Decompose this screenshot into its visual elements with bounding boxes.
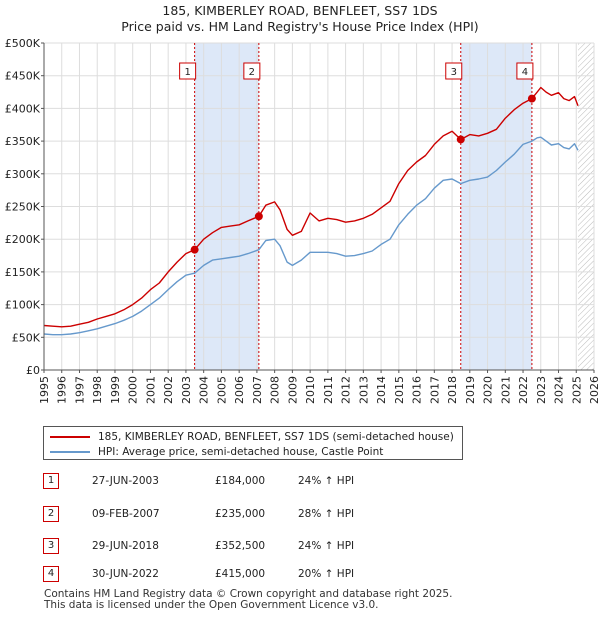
sale-point	[527, 94, 536, 103]
x-tick-label: 2025	[570, 376, 583, 404]
sale-point	[456, 135, 465, 144]
y-tick-label: £0	[26, 364, 40, 377]
legend-swatch-hpi	[50, 451, 90, 453]
footer-line-2: This data is licensed under the Open Gov…	[44, 599, 379, 611]
sale-row: 1 27-JUN-2003 £184,000 24% ↑ HPI	[43, 471, 463, 491]
y-tick-label: £400K	[5, 102, 41, 115]
x-tick-label: 2021	[499, 376, 512, 404]
sale-marker-label: 3	[451, 67, 457, 78]
x-tick-label: 2020	[482, 376, 495, 404]
x-tick-label: 2005	[215, 376, 228, 404]
x-tick-label: 1999	[109, 376, 122, 404]
chart-title-line-1: 185, KIMBERLEY ROAD, BENFLEET, SS7 1DS	[162, 3, 438, 18]
x-tick-label: 2023	[535, 376, 548, 404]
x-tick-label: 2019	[464, 376, 477, 404]
sale-number-badge: 4	[43, 566, 59, 582]
chart-title: 185, KIMBERLEY ROAD, BENFLEET, SS7 1DS P…	[0, 3, 600, 35]
sale-marker-label: 4	[522, 67, 528, 78]
x-tick-label: 2007	[251, 376, 264, 404]
sale-price: £235,000	[215, 508, 266, 520]
x-tick-label: 2002	[162, 376, 175, 404]
x-tick-label: 2004	[198, 376, 211, 404]
legend: 185, KIMBERLEY ROAD, BENFLEET, SS7 1DS (…	[43, 426, 463, 460]
sale-point	[190, 245, 199, 254]
x-tick-label: 2006	[233, 376, 246, 404]
x-tick-label: 1998	[91, 376, 104, 404]
x-tick-label: 2011	[322, 376, 335, 404]
x-tick-label: 2014	[375, 376, 388, 404]
sale-number-badge: 2	[43, 506, 59, 522]
x-tick-label: 2017	[428, 376, 441, 404]
sale-hpi-change: 28% ↑ HPI	[298, 508, 355, 520]
legend-item-hpi: HPI: Average price, semi-detached house,…	[50, 445, 383, 459]
y-tick-label: £50K	[12, 331, 41, 344]
x-tick-label: 2012	[340, 376, 353, 404]
x-tick-label: 1996	[56, 376, 69, 404]
property-price-line	[43, 86, 579, 328]
x-tick-label: 2000	[127, 376, 140, 404]
x-tick-label: 2001	[144, 376, 157, 404]
legend-label-property: 185, KIMBERLEY ROAD, BENFLEET, SS7 1DS (…	[98, 431, 454, 443]
y-tick-label: £350K	[5, 135, 41, 148]
sale-marker-box	[179, 62, 197, 80]
sale-row: 2 09-FEB-2007 £235,000 28% ↑ HPI	[43, 504, 463, 524]
sale-date: 30-JUN-2022	[92, 568, 159, 580]
x-tick-label: 2018	[446, 376, 459, 404]
sale-marker-box	[516, 62, 534, 80]
x-tick-label: 2013	[357, 376, 370, 404]
x-tick-label: 2024	[553, 376, 566, 404]
x-tick-label: 2022	[517, 376, 530, 404]
footer-line-1: Contains HM Land Registry data © Crown c…	[44, 588, 453, 600]
sale-date: 29-JUN-2018	[92, 540, 159, 552]
chart-title-line-2: Price paid vs. HM Land Registry's House …	[121, 19, 479, 34]
sale-row: 3 29-JUN-2018 £352,500 24% ↑ HPI	[43, 536, 463, 556]
x-tick-label: 1997	[73, 376, 86, 404]
sale-price: £184,000	[215, 475, 266, 487]
sale-marker-label: 1	[184, 67, 190, 78]
sale-number-badge: 3	[43, 538, 59, 554]
sale-number-badge: 1	[43, 473, 59, 489]
sale-marker-box	[445, 62, 463, 80]
legend-item-property: 185, KIMBERLEY ROAD, BENFLEET, SS7 1DS (…	[50, 430, 454, 444]
sale-date: 27-JUN-2003	[92, 475, 159, 487]
y-tick-label: £500K	[5, 37, 41, 50]
x-tick-label: 2008	[269, 376, 282, 404]
sale-date: 09-FEB-2007	[92, 508, 160, 520]
sale-hpi-change: 20% ↑ HPI	[298, 568, 355, 580]
x-tick-label: 2016	[411, 376, 424, 404]
y-tick-label: £100K	[5, 299, 41, 312]
sale-price: £352,500	[215, 540, 266, 552]
footer-attribution: Contains HM Land Registry data © Crown c…	[44, 589, 452, 611]
x-tick-label: 2015	[393, 376, 406, 404]
legend-label-hpi: HPI: Average price, semi-detached house,…	[98, 446, 384, 458]
y-tick-label: £300K	[5, 168, 41, 181]
sale-row: 4 30-JUN-2022 £415,000 20% ↑ HPI	[43, 564, 463, 584]
sale-marker-box	[243, 62, 261, 80]
x-tick-label: 1995	[38, 376, 51, 404]
sale-marker-label: 2	[249, 67, 255, 78]
sale-price: £415,000	[215, 568, 266, 580]
x-tick-label: 2003	[180, 376, 193, 404]
sale-hpi-change: 24% ↑ HPI	[298, 475, 355, 487]
hpi-line	[43, 136, 579, 336]
sale-hpi-change: 24% ↑ HPI	[298, 540, 355, 552]
x-tick-label: 2009	[286, 376, 299, 404]
price-chart: 1 2 3 4 £0 £50K £100K £150K £200K £250K £300K £350…	[5, 37, 600, 404]
x-tick-label: 2010	[304, 376, 317, 404]
y-tick-label: £150K	[5, 266, 41, 279]
sale-point	[254, 212, 263, 221]
y-tick-label: £250K	[5, 201, 41, 214]
y-tick-label: £200K	[5, 233, 41, 246]
y-tick-label: £450K	[5, 70, 41, 83]
x-tick-label: 2026	[588, 376, 600, 404]
legend-swatch-property	[50, 436, 90, 438]
